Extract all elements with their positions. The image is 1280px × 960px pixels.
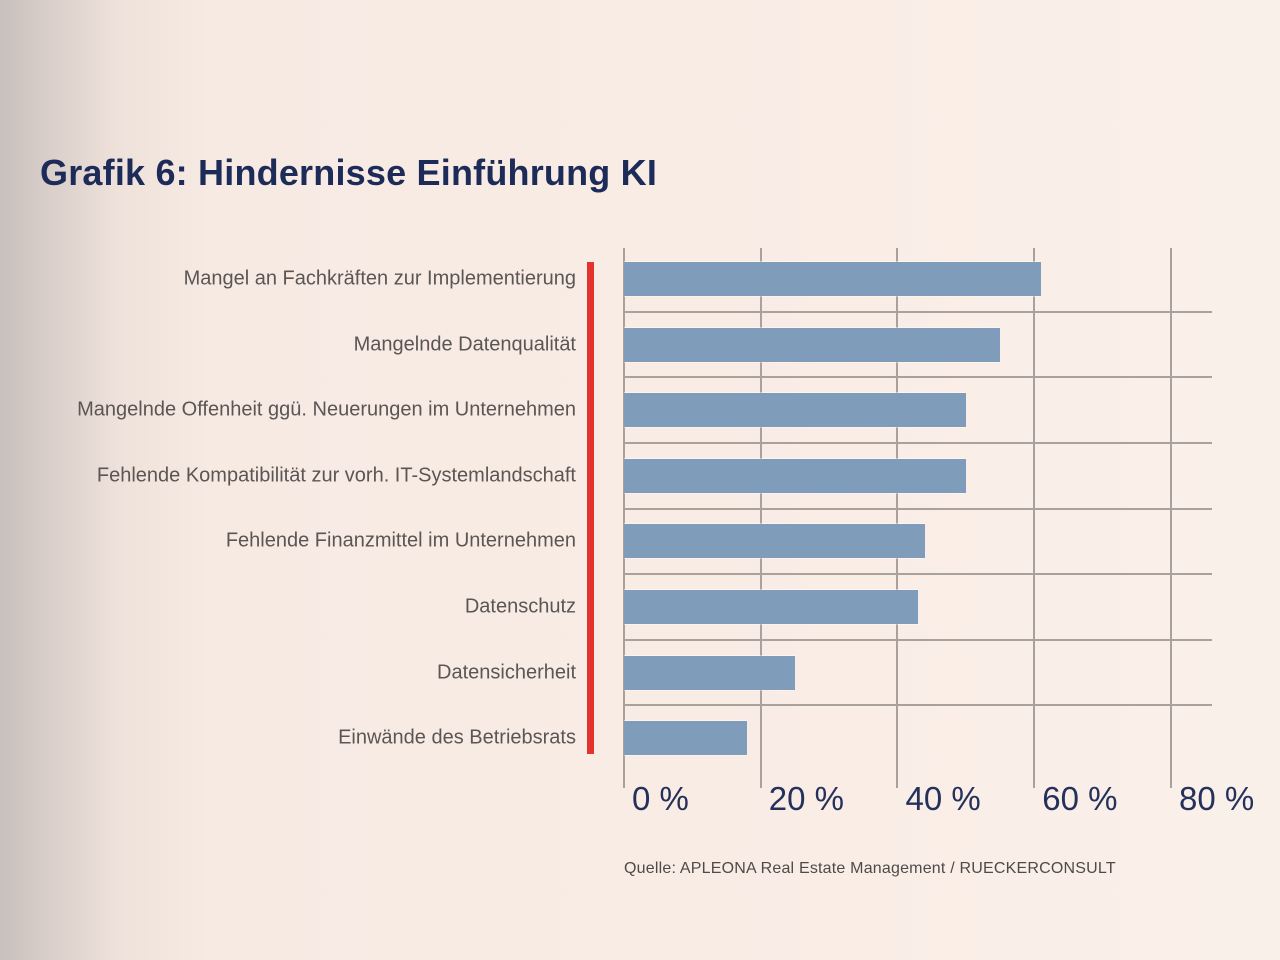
horizontal-gridline [624,507,1212,510]
category-label: Einwände des Betriebsrats [338,726,576,749]
bar [624,524,925,559]
horizontal-gridline [624,573,1212,576]
bar [624,721,748,756]
page-title: Grafik 6: Hindernisse Einführung KI [40,152,658,193]
source-caption: Quelle: APLEONA Real Estate Management /… [624,860,1116,877]
category-label: Fehlende Kompatibilität zur vorh. IT-Sys… [96,464,576,487]
category-label: Fehlende Finanzmittel im Unternehmen [225,529,576,552]
horizontal-gridline [624,638,1212,641]
x-tick-label: 20 % [768,780,844,817]
vertical-gridline [623,248,625,788]
horizontal-gridline [624,376,1212,379]
horizontal-gridline [624,704,1212,707]
category-label: Mangelnde Offenheit ggü. Neuerungen im U… [77,398,576,421]
vertical-gridline [1033,248,1036,788]
vertical-gridline [896,248,899,788]
bar [624,458,966,493]
category-label: Mangel an Fachkräften zur Implementierun… [183,267,576,290]
vertical-gridline [759,248,762,788]
category-label: Datensicherheit [437,661,576,684]
accent-line [587,262,594,754]
bar [624,590,918,624]
horizontal-gridline [624,310,1212,313]
x-tick-label: 60 % [1042,780,1118,817]
category-label: Mangelnde Datenqualität [353,333,576,356]
x-tick-label: 40 % [905,780,981,817]
x-tick-label: 0 % [632,780,689,817]
bar [624,655,795,690]
plot-area [623,248,1212,788]
category-label: Datenschutz [464,595,576,618]
bar [624,393,966,428]
x-tick-label: 80 % [1178,780,1255,817]
bar [624,327,1001,362]
bar [624,262,1042,296]
horizontal-gridline [624,442,1212,444]
vertical-gridline [1169,248,1172,788]
